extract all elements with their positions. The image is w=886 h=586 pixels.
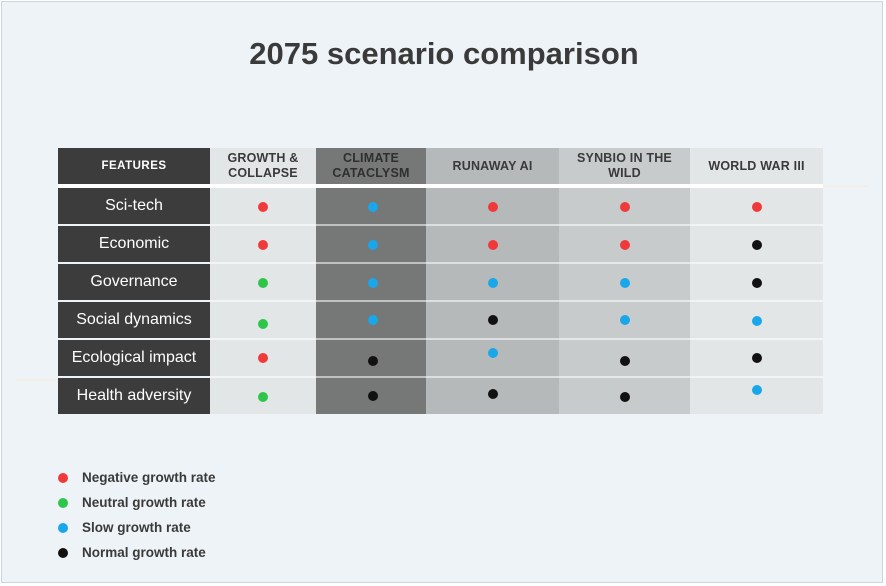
rating-dot-neutral bbox=[258, 392, 268, 402]
rating-dot-normal bbox=[487, 389, 498, 399]
legend-dot-slow bbox=[58, 523, 68, 533]
rating-dot-negative bbox=[619, 202, 630, 212]
rating-dot-normal bbox=[619, 392, 630, 402]
row-divider bbox=[210, 376, 823, 378]
features-header: FEATURES bbox=[58, 148, 210, 184]
column-header: GROWTH & COLLAPSE bbox=[210, 148, 316, 184]
rating-dot-neutral bbox=[258, 278, 268, 288]
column-header: CLIMATE CATACLYSM bbox=[316, 148, 426, 184]
row-divider bbox=[210, 300, 823, 302]
page-title: 2075 scenario comparison bbox=[249, 36, 639, 71]
legend-label: Neutral growth rate bbox=[82, 495, 206, 510]
rating-dot-normal bbox=[751, 278, 762, 288]
rating-dot-slow bbox=[368, 278, 378, 288]
legend-label: Negative growth rate bbox=[82, 470, 216, 485]
row-label: Social dynamics bbox=[58, 302, 210, 338]
decorative-line bbox=[16, 379, 96, 381]
rating-dot-slow bbox=[619, 278, 630, 288]
rating-dot-normal bbox=[751, 240, 762, 250]
rating-dot-normal bbox=[368, 356, 378, 366]
row-label: Ecological impact bbox=[58, 340, 210, 376]
row-label: Health adversity bbox=[58, 378, 210, 414]
rating-dot-slow bbox=[619, 315, 630, 325]
legend-dot-normal bbox=[58, 548, 68, 558]
rating-dot-slow bbox=[368, 202, 378, 212]
row-divider bbox=[210, 338, 823, 340]
legend-label: Slow growth rate bbox=[82, 520, 191, 535]
row-label: Sci-tech bbox=[58, 188, 210, 224]
rating-dot-normal bbox=[368, 391, 378, 401]
rating-dot-slow bbox=[368, 240, 378, 250]
legend-dot-neutral bbox=[58, 498, 68, 508]
legend-label: Normal growth rate bbox=[82, 545, 206, 560]
rating-dot-negative bbox=[258, 353, 268, 363]
row-divider bbox=[210, 262, 823, 264]
rating-dot-negative bbox=[258, 240, 268, 250]
rating-dot-negative bbox=[487, 202, 498, 212]
column-header: SYNBIO IN THE WILD bbox=[559, 148, 690, 184]
rating-dot-negative bbox=[751, 202, 762, 212]
rating-dot-slow bbox=[487, 278, 498, 288]
rating-dot-negative bbox=[258, 202, 268, 212]
rating-dot-normal bbox=[487, 315, 498, 325]
column-header: WORLD WAR III bbox=[690, 148, 823, 184]
rating-dot-normal bbox=[751, 353, 762, 363]
rating-dot-slow bbox=[368, 315, 378, 325]
rating-dot-negative bbox=[619, 240, 630, 250]
rating-dot-slow bbox=[751, 316, 762, 326]
rating-dot-slow bbox=[751, 385, 762, 395]
row-label: Economic bbox=[58, 226, 210, 262]
legend-dot-negative bbox=[58, 473, 68, 483]
row-divider bbox=[210, 224, 823, 226]
column-header: RUNAWAY AI bbox=[426, 148, 559, 184]
decorative-line bbox=[812, 185, 868, 187]
rating-dot-slow bbox=[487, 348, 498, 358]
rating-dot-neutral bbox=[258, 319, 268, 329]
header-separator bbox=[58, 184, 823, 188]
rating-dot-normal bbox=[619, 356, 630, 366]
row-label: Governance bbox=[58, 264, 210, 300]
rating-dot-negative bbox=[487, 240, 498, 250]
